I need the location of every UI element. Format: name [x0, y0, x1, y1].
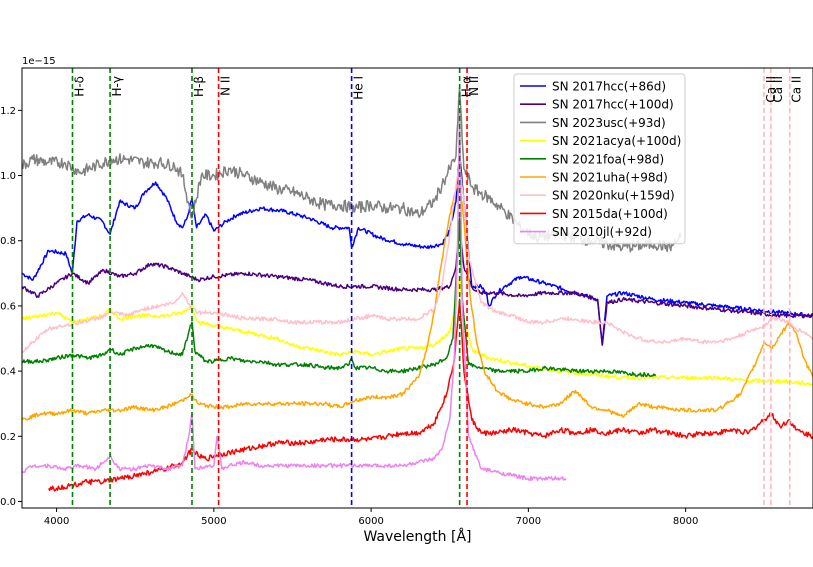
- legend-entry-1: SN 2017hcc(+100d): [552, 98, 674, 112]
- legend-entry-7: SN 2015da(+100d): [552, 207, 668, 221]
- y-tick-label-2: 0.4: [0, 367, 16, 378]
- y-tick-label-1: 0.2: [0, 432, 16, 443]
- legend-entry-2: SN 2023usc(+93d): [552, 116, 666, 130]
- marker-label-2: H-β: [192, 76, 206, 97]
- series-line-0: [22, 151, 813, 346]
- series-line-8: [22, 109, 567, 482]
- marker-label-9: Ca II: [790, 76, 804, 103]
- marker-label-1: H-γ: [110, 76, 124, 96]
- series-line-4: [22, 217, 657, 378]
- x-tick-label-0: 4000: [44, 516, 69, 527]
- legend-entry-5: SN 2021uha(+98d): [552, 171, 668, 185]
- x-tick-label-3: 7000: [516, 516, 541, 527]
- legend-entry-0: SN 2017hcc(+86d): [552, 80, 666, 94]
- y-offset-label: 1e−15: [22, 56, 56, 67]
- marker-label-7: Ca II: [764, 76, 778, 103]
- x-tick-label-4: 8000: [673, 516, 698, 527]
- legend-entry-8: SN 2010jl(+92d): [552, 225, 652, 239]
- x-tick-label-1: 5000: [201, 516, 226, 527]
- legend-entry-4: SN 2021foa(+98d): [552, 152, 664, 166]
- marker-label-4: He I: [352, 76, 366, 100]
- y-tick-label-4: 0.8: [0, 236, 16, 247]
- legend-box: [513, 73, 686, 245]
- y-tick-label-0: 0.0: [0, 497, 16, 508]
- series-line-3: [22, 275, 813, 387]
- plot-area: [22, 68, 813, 508]
- legend-entry-6: SN 2020nku(+159d): [552, 189, 675, 203]
- series-line-1: [22, 223, 813, 346]
- x-tick-label-2: 6000: [358, 516, 383, 527]
- marker-label-8: Ca II: [771, 76, 785, 103]
- series-line-5: [22, 181, 813, 421]
- y-tick-label-3: 0.6: [0, 301, 16, 312]
- legend: SN 2017hcc(+86d) SN 2017hcc(+100d) SN 2023…: [513, 73, 686, 245]
- marker-label-6: N II: [467, 76, 481, 96]
- marker-label-5: H-α: [460, 76, 474, 97]
- axes-frame: [21, 67, 813, 509]
- x-axis-label: Wavelength [Å]: [363, 528, 471, 545]
- y-tick-label-5: 1.0: [0, 171, 16, 182]
- series-line-6: [22, 165, 813, 354]
- marker-label-3: N II: [219, 76, 233, 96]
- marker-label-0: H-δ: [72, 76, 86, 97]
- legend-entry-3: SN 2021acya(+100d): [552, 134, 681, 148]
- y-tick-label-6: 1.2: [0, 106, 16, 117]
